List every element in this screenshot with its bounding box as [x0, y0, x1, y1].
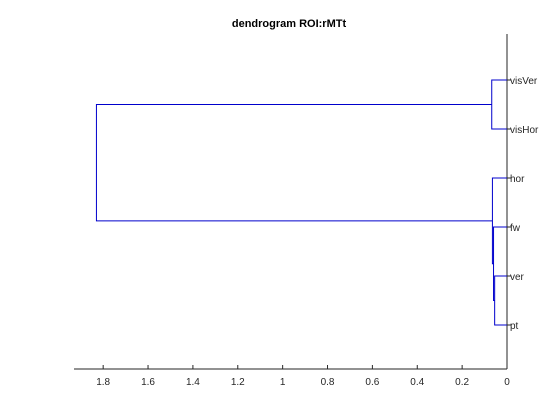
- dendrogram-link-c1: [494, 275, 507, 326]
- x-tick-label: 0.2: [455, 377, 469, 388]
- dendrogram-link-c5: [95, 104, 493, 222]
- chart-title: dendrogram ROI:rMTt: [232, 18, 347, 30]
- x-tick-label: 1.4: [186, 377, 200, 388]
- leaf-label-visVer: visVer: [510, 76, 538, 87]
- leaf-label-ver: ver: [510, 272, 525, 283]
- x-tick-label: 0.8: [321, 377, 335, 388]
- leaf-label-fw: fw: [510, 223, 521, 234]
- x-tick-label: 0.4: [410, 377, 424, 388]
- leaf-label-hor: hor: [510, 174, 525, 185]
- dendrogram-links: [95, 79, 507, 326]
- leaf-label-pt: pt: [510, 321, 519, 332]
- x-tick-label: 0: [504, 377, 510, 388]
- x-tick-label: 0.6: [365, 377, 379, 388]
- leaf-labels: visVer visHor hor fw ver pt: [507, 76, 539, 332]
- leaf-label-visHor: visHor: [510, 125, 539, 136]
- x-tick-label: 1.8: [96, 377, 110, 388]
- x-ticks: 1.8 1.6 1.4 1.2 1 0.8 0.6 0.4 0.2 0: [96, 365, 510, 388]
- axes: [74, 34, 508, 370]
- x-tick-label: 1: [280, 377, 286, 388]
- x-tick-label: 1.6: [141, 377, 155, 388]
- dendrogram-link-c2: [493, 226, 507, 301]
- x-tick-label: 1.2: [231, 377, 245, 388]
